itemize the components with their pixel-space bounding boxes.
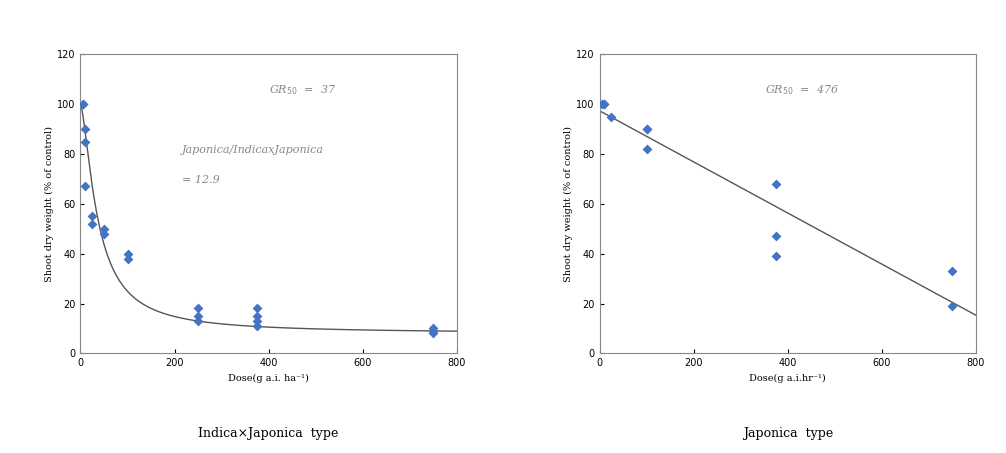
- Point: [120, 255, 136, 262]
- Point: [597, 101, 613, 108]
- Point: [604, 113, 620, 120]
- Point: [85, 220, 101, 227]
- Point: [77, 138, 94, 145]
- Point: [248, 323, 265, 330]
- Point: [639, 125, 655, 133]
- Point: [248, 305, 265, 312]
- Text: GR$_{50}$  =  476: GR$_{50}$ = 476: [766, 83, 839, 97]
- Point: [768, 180, 784, 188]
- Point: [248, 313, 265, 320]
- Y-axis label: Shoot dry weight (% of control): Shoot dry weight (% of control): [45, 126, 54, 282]
- Point: [639, 125, 655, 133]
- Point: [426, 327, 442, 334]
- Point: [190, 317, 206, 324]
- X-axis label: Dose(g a.i.hr⁻¹): Dose(g a.i.hr⁻¹): [749, 374, 826, 383]
- Point: [190, 305, 206, 312]
- Point: [96, 230, 112, 237]
- Point: [768, 233, 784, 240]
- Point: [248, 317, 265, 324]
- Point: [120, 250, 136, 257]
- Point: [77, 183, 94, 190]
- Point: [74, 101, 91, 108]
- Point: [74, 101, 91, 108]
- Point: [85, 213, 101, 220]
- Point: [639, 145, 655, 153]
- Point: [77, 125, 94, 133]
- Y-axis label: Shoot dry weight (% of control): Shoot dry weight (% of control): [564, 126, 573, 282]
- Text: Japonica/IndicaxJaponica: Japonica/IndicaxJaponica: [182, 145, 324, 155]
- Point: [945, 303, 961, 310]
- Point: [768, 253, 784, 260]
- Text: = 12.9: = 12.9: [182, 175, 219, 185]
- Point: [426, 325, 442, 332]
- Text: GR$_{50}$  =  37: GR$_{50}$ = 37: [269, 83, 336, 97]
- Point: [426, 330, 442, 337]
- X-axis label: Dose(g a.i. ha⁻¹): Dose(g a.i. ha⁻¹): [228, 374, 309, 383]
- Point: [597, 101, 613, 108]
- Text: Indica×Japonica  type: Indica×Japonica type: [198, 427, 339, 440]
- Point: [594, 101, 610, 108]
- Point: [190, 313, 206, 320]
- Text: Japonica  type: Japonica type: [742, 427, 833, 440]
- Point: [945, 267, 961, 275]
- Point: [96, 225, 112, 232]
